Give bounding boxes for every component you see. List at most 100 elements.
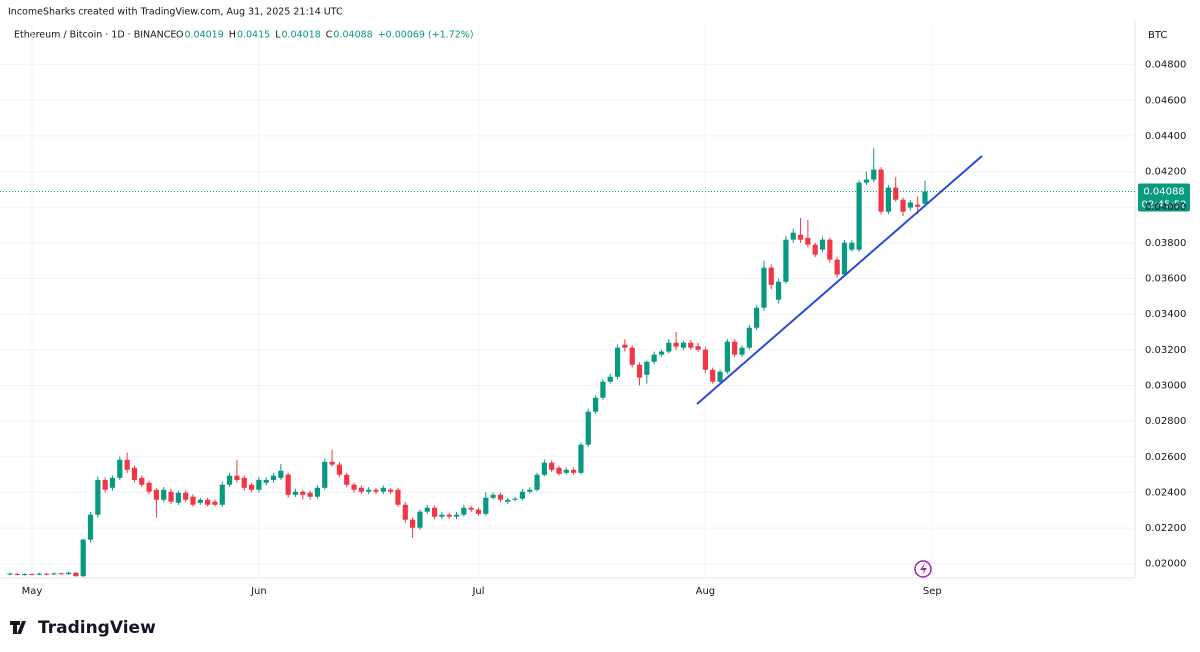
ohlc-label: H (229, 30, 236, 41)
price-tag: 0.04088 02:45:52 (1138, 183, 1190, 212)
candle-body (841, 242, 848, 275)
candle-body (483, 497, 489, 514)
candle-body (307, 492, 313, 497)
candle-body (124, 459, 130, 470)
ohlc-label: L (275, 30, 281, 41)
candle-body (812, 244, 818, 255)
candle-body (900, 199, 906, 212)
candle-body (607, 376, 613, 382)
candle-body (702, 349, 708, 370)
candle-body (497, 494, 504, 500)
candle-body (292, 491, 299, 495)
candle-body (373, 489, 379, 492)
candle-body (724, 341, 730, 372)
y-tick-label: 0.02000 (1145, 559, 1186, 570)
candle-body (885, 187, 891, 212)
candle-body (614, 347, 621, 377)
x-tick-label: May (22, 586, 43, 597)
candle-body (805, 237, 811, 245)
candle-body (212, 501, 218, 505)
candle-body (571, 469, 577, 473)
candle-body (468, 507, 474, 510)
y-tick-label: 0.04600 (1145, 95, 1186, 106)
candle-body (270, 475, 277, 480)
candle-body (300, 491, 306, 495)
candle-body (856, 182, 862, 250)
candle-body (556, 467, 562, 474)
candle-body (717, 371, 723, 382)
candle-body (263, 479, 269, 483)
candle-body (519, 491, 525, 499)
candle-body (871, 169, 877, 180)
candle-body (863, 179, 870, 183)
ohlc-value: 0.04019 (184, 30, 223, 41)
candle-body (783, 239, 789, 282)
candle-body (87, 514, 94, 540)
event-icon[interactable] (914, 560, 932, 578)
candle-body (285, 474, 291, 495)
candle-body (578, 444, 584, 473)
candle-body (461, 507, 467, 515)
candle-body (65, 572, 72, 575)
candle-body (827, 239, 833, 260)
x-tick-label: Jun (250, 586, 267, 597)
candle-body (344, 474, 350, 485)
price-tag-value: 0.04088 (1143, 187, 1184, 198)
credit: IncomeSharks created with TradingView.co… (8, 7, 343, 18)
candle-body (424, 507, 430, 512)
candle-body (527, 489, 533, 492)
ohlc-value: 0.0415 (237, 30, 270, 41)
price-tag-box (1138, 183, 1190, 212)
candle-body (849, 242, 855, 250)
candle-body (475, 509, 482, 514)
y-tick-label: 0.03200 (1145, 345, 1186, 356)
candle-body (168, 491, 174, 502)
candle-body (658, 351, 665, 355)
candle-body (673, 342, 679, 347)
candle-body (183, 492, 189, 500)
candle-body (51, 573, 57, 575)
y-tick-label: 0.03800 (1145, 238, 1186, 249)
candle-body (915, 204, 921, 207)
candle-body (7, 573, 13, 575)
candle-body (768, 267, 774, 285)
candle-body (754, 307, 760, 328)
candle-body (710, 369, 716, 382)
candle-body (14, 573, 20, 575)
candle-body (190, 496, 196, 505)
candle-body (388, 489, 394, 492)
candle-body (44, 573, 50, 575)
candle-body (139, 477, 145, 485)
candle-body (336, 464, 342, 475)
candle-body (241, 477, 247, 488)
candle-body (256, 479, 262, 490)
candle-body (322, 461, 328, 488)
axis-unit: BTC (1148, 30, 1167, 41)
x-tick-label: Aug (696, 586, 716, 597)
candle-body (58, 573, 64, 575)
brand: TradingView (38, 618, 156, 638)
candle-body (541, 462, 547, 475)
y-tick-label: 0.03400 (1145, 309, 1186, 320)
y-tick-label: 0.02400 (1145, 487, 1186, 498)
trend-line[interactable] (696, 155, 983, 405)
candle-body (746, 327, 752, 348)
y-tick-label: 0.02800 (1145, 416, 1186, 427)
ohlc-label: O (176, 30, 183, 41)
candle-body (131, 467, 138, 480)
candle-body (695, 346, 701, 350)
candle-body (351, 484, 357, 490)
candle-body (358, 487, 364, 492)
candle-body (732, 341, 738, 355)
ohlc-value: 0.04088 (333, 30, 372, 41)
candle-body (761, 267, 767, 308)
grid (0, 20, 1136, 579)
candle-body (563, 469, 569, 473)
candle-body (549, 462, 555, 470)
y-tick-label: 0.04000 (1145, 202, 1186, 213)
candle-body (329, 461, 335, 465)
candle-body (585, 411, 591, 445)
ohlc-label: C (326, 30, 333, 41)
candle-body (431, 507, 438, 517)
